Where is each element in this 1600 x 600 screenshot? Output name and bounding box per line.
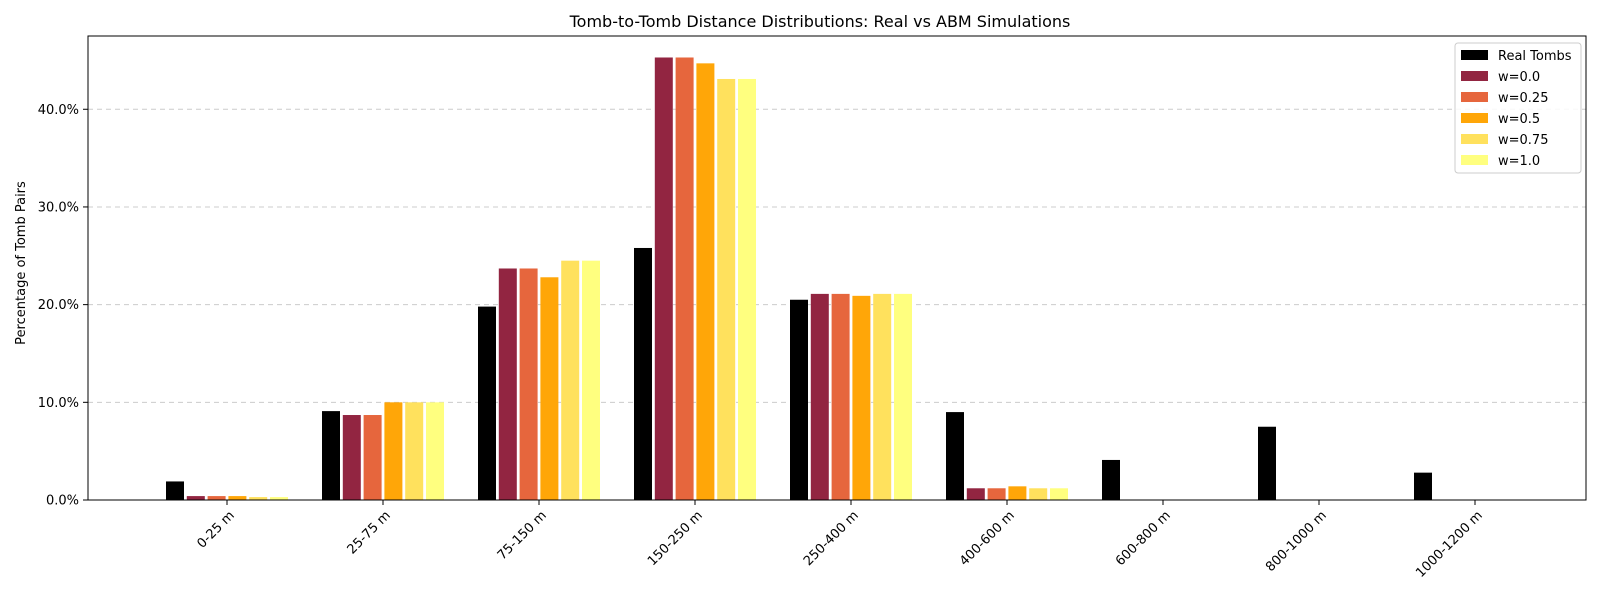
bar [987,488,1006,500]
bar [738,78,756,501]
legend-label: w=0.5 [1498,112,1540,127]
legend-label: Real Tombs [1498,49,1572,64]
legend-swatch [1461,155,1488,165]
bar [270,497,288,500]
bar [249,497,268,500]
bar [696,63,715,501]
legend-swatch [1461,50,1488,60]
bar [405,402,424,500]
bar [322,411,340,500]
y-tick-label: 10.0% [38,396,79,411]
legend-label: w=0.75 [1498,133,1548,148]
bar [426,402,444,500]
y-tick-label: 0.0% [46,494,79,509]
y-tick-label: 20.0% [38,298,79,313]
y-axis: 0.0% 10.0% 20.0% 30.0% 40.0% [38,103,88,509]
bar [634,247,652,500]
bar [228,496,247,500]
legend: Real Tombs w=0.0 w=0.25 w=0.5 w=0.75 w=1.0 [1454,42,1582,174]
x-tick-label: 250-400 m [801,508,862,569]
bar [363,415,382,500]
legend-swatch [1461,134,1488,144]
bars-group [166,57,1432,501]
bar [519,268,538,500]
x-tick-label: 800-1000 m [1263,508,1330,575]
y-axis-label: Percentage of Tomb Pairs [14,181,29,345]
legend-label: w=0.25 [1498,91,1548,106]
chart-title: Tomb-to-Tomb Distance Distributions: Rea… [569,12,1071,31]
bar [1029,488,1048,500]
bar [1008,486,1027,500]
bar [946,412,964,500]
y-tick-label: 30.0% [38,200,79,215]
x-axis: 0-25 m 25-75 m 75-150 m 150-250 m 250-400 m 4… [194,500,1486,581]
x-tick-label: 400-600 m [957,508,1018,569]
bar [342,415,361,500]
bar [384,402,403,500]
bar [1258,426,1276,500]
bar [207,496,226,500]
bar [561,260,580,500]
bar [498,268,517,500]
bar [790,299,808,500]
bar [1102,459,1120,500]
bar [478,306,496,500]
x-tick-label: 25-75 m [345,508,394,557]
bar [654,57,673,500]
legend-label: w=1.0 [1498,154,1540,169]
x-tick-label: 75-150 m [495,508,550,563]
legend-swatch [1461,71,1488,81]
bar [966,488,985,500]
bar [675,57,694,500]
bar [1050,488,1068,500]
bar [852,295,871,500]
bar [186,496,205,500]
legend-swatch [1461,92,1488,102]
bar [873,293,892,500]
bar [810,293,829,500]
bar [540,277,559,500]
bar [894,293,912,500]
bar [582,260,600,500]
x-tick-label: 600-800 m [1113,508,1174,569]
plot-frame [87,35,1587,501]
legend-label: w=0.0 [1498,70,1540,85]
legend-swatch [1461,113,1488,123]
bar [166,481,184,500]
bar [831,293,850,500]
x-tick-label: 1000-1200 m [1413,508,1486,581]
bar [1414,472,1432,500]
bar [717,78,736,501]
y-tick-label: 40.0% [38,103,79,118]
x-tick-label: 0-25 m [194,508,237,551]
x-tick-label: 150-250 m [645,508,706,569]
